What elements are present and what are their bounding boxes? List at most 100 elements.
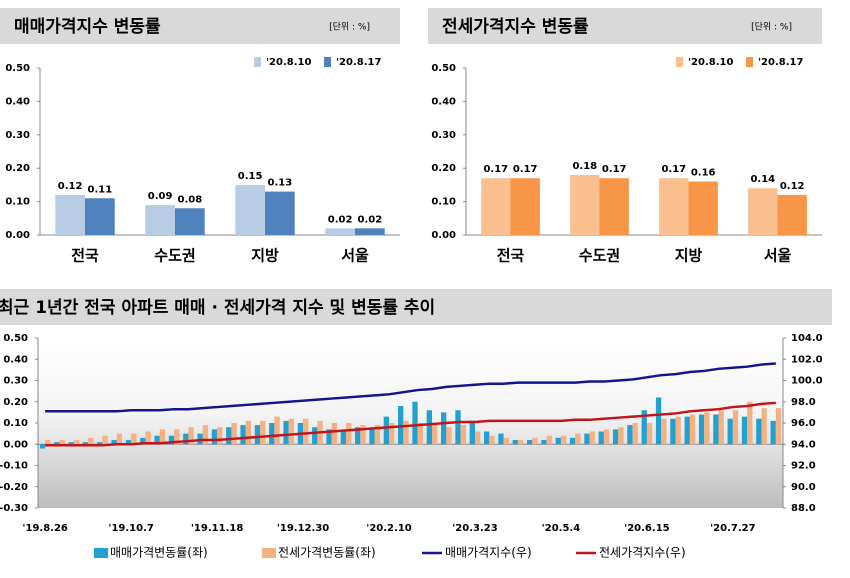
- bar: [217, 427, 223, 445]
- bar: [489, 435, 495, 445]
- bar: [355, 228, 385, 235]
- bar: [747, 401, 753, 445]
- x-tick-label: '20.6.15: [624, 523, 669, 534]
- legend-label: '20.8.10: [266, 57, 311, 68]
- bar: [116, 433, 123, 445]
- bar: [469, 420, 475, 445]
- data-label: 0.09: [148, 191, 173, 202]
- bar: [775, 408, 782, 445]
- bar: [732, 410, 739, 445]
- bar: [125, 440, 132, 445]
- bar: [97, 442, 103, 445]
- bar: [331, 423, 338, 445]
- bar: [340, 429, 347, 445]
- legend-swatch: [94, 548, 108, 558]
- bar: [183, 433, 189, 445]
- x-tick-label: '19.10.7: [108, 523, 153, 534]
- y2-tick-label: 92.0: [791, 461, 816, 472]
- bar: [460, 425, 466, 445]
- bar: [111, 440, 117, 445]
- unit-label: [단위 : %]: [751, 22, 792, 33]
- bar: [82, 442, 89, 445]
- x-tick-label: 전국: [497, 247, 525, 265]
- bar: [546, 435, 552, 445]
- bar: [403, 420, 409, 445]
- y-tick-label: 0.20: [431, 163, 456, 174]
- y2-tick-label: 100.0: [791, 376, 823, 387]
- legend-label: 전세가격지수(우): [599, 546, 686, 560]
- bar: [45, 440, 51, 445]
- bar: [68, 442, 74, 445]
- x-tick-label: 서울: [764, 247, 792, 265]
- bar: [288, 418, 295, 445]
- bar: [756, 418, 762, 445]
- data-label: 0.14: [750, 174, 775, 185]
- bar: [131, 433, 137, 445]
- header-bar: [0, 289, 832, 325]
- x-tick-label: 지방: [675, 247, 703, 265]
- bar: [360, 425, 366, 445]
- bar: [641, 410, 647, 445]
- bar: [398, 406, 404, 445]
- legend-label: '20.8.17: [336, 57, 381, 68]
- bar: [85, 198, 115, 235]
- bar: [612, 429, 619, 445]
- bar: [188, 427, 194, 445]
- bar: [661, 418, 667, 445]
- bar: [283, 420, 289, 445]
- bar: [627, 425, 633, 445]
- bar: [274, 416, 280, 445]
- bar: [355, 427, 361, 445]
- bar: [39, 444, 46, 449]
- bar: [145, 431, 151, 445]
- bar: [54, 442, 60, 445]
- x-tick-label: 수도권: [154, 247, 195, 265]
- y2-tick-label: 104.0: [791, 333, 823, 344]
- bar: [675, 416, 681, 445]
- y-tick-label: 0.40: [5, 96, 30, 107]
- bar: [254, 425, 261, 445]
- bar: [159, 429, 166, 445]
- bar: [140, 437, 146, 445]
- bar: [431, 423, 438, 445]
- bar: [503, 437, 509, 445]
- bar: [168, 435, 175, 445]
- bar: [88, 437, 94, 445]
- data-label: 0.18: [572, 161, 597, 172]
- bar: [346, 423, 352, 445]
- x-tick-label: 수도권: [579, 247, 620, 265]
- bar: [718, 410, 724, 445]
- bar: [603, 429, 610, 445]
- legend-swatch: [254, 57, 261, 67]
- bar: [226, 427, 232, 445]
- data-label: 0.13: [268, 178, 293, 189]
- x-tick-label: 전국: [71, 247, 99, 265]
- bar: [326, 429, 332, 445]
- y2-tick-label: 98.0: [791, 397, 816, 408]
- bar: [369, 427, 375, 445]
- y-tick-label: 0.50: [5, 63, 30, 74]
- bar: [670, 418, 676, 445]
- bar: [446, 427, 452, 445]
- data-label: 0.02: [358, 214, 383, 225]
- bar: [426, 410, 432, 445]
- y-tick-label: -0.20: [0, 482, 28, 493]
- y-tick-label: -0.30: [0, 503, 28, 514]
- y-tick-label: 0.30: [3, 376, 28, 387]
- bar: [632, 423, 638, 445]
- bar: [598, 431, 604, 445]
- x-tick-label: '19.12.30: [277, 523, 329, 534]
- y-tick-label: 0.50: [431, 63, 456, 74]
- y2-tick-label: 102.0: [791, 354, 823, 365]
- bar: [154, 435, 160, 445]
- y2-tick-label: 96.0: [791, 418, 816, 429]
- bar: [211, 429, 218, 445]
- y-tick-label: 0.20: [3, 397, 28, 408]
- data-label: 0.02: [328, 214, 353, 225]
- bar: [688, 181, 718, 235]
- bar: [655, 397, 662, 445]
- bar: [510, 178, 540, 235]
- y-tick-label: 0.30: [5, 130, 30, 141]
- y2-tick-label: 88.0: [791, 503, 816, 514]
- y-tick-label: 0.10: [5, 197, 30, 208]
